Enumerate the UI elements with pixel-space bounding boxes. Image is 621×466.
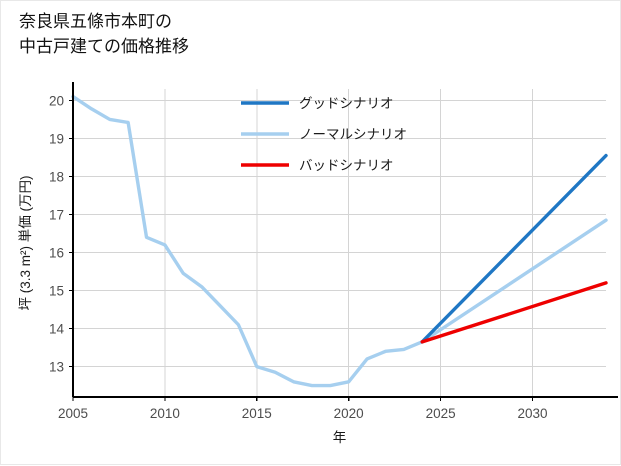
axis-group — [69, 82, 618, 401]
y-tick-label: 13 — [49, 360, 64, 375]
legend-label: バッドシナリオ — [299, 158, 394, 173]
legend-label: ノーマルシナリオ — [299, 127, 407, 142]
tick-labels-group: 13 14 15 16 17 18 19 20 2005 2010 2015 2020 2025 2030 — [49, 93, 548, 421]
series-bad-scenario — [420, 281, 608, 344]
series-normal-forecast — [420, 218, 608, 344]
series-good-scenario — [420, 153, 608, 344]
series-group — [71, 94, 608, 388]
x-tick-label: 2015 — [242, 406, 272, 421]
x-tick-label: 2030 — [517, 406, 547, 421]
x-tick-label: 2005 — [58, 406, 88, 421]
x-tick-label: 2010 — [150, 406, 180, 421]
axis-titles-group: 年 坪 (3.3 m²) 単価 (万円) — [18, 176, 346, 446]
y-tick-label: 20 — [49, 93, 64, 108]
y-tick-label: 18 — [49, 169, 64, 184]
y-tick-label: 15 — [49, 284, 64, 299]
legend-label: グッドシナリオ — [299, 96, 394, 111]
y-axis-title: 坪 (3.3 m²) 単価 (万円) — [18, 176, 33, 311]
chart-title: 奈良県五條市本町の 中古戸建ての価格推移 — [19, 12, 189, 56]
x-axis-title: 年 — [333, 430, 347, 445]
y-tick-label: 17 — [49, 207, 64, 222]
y-tick-label: 19 — [49, 131, 64, 146]
gridlines-group — [72, 89, 606, 397]
y-tick-label: 16 — [49, 246, 64, 261]
series-history — [71, 94, 424, 388]
x-tick-label: 2025 — [426, 406, 456, 421]
y-tick-label: 14 — [49, 322, 65, 337]
x-tick-label: 2020 — [334, 406, 364, 421]
